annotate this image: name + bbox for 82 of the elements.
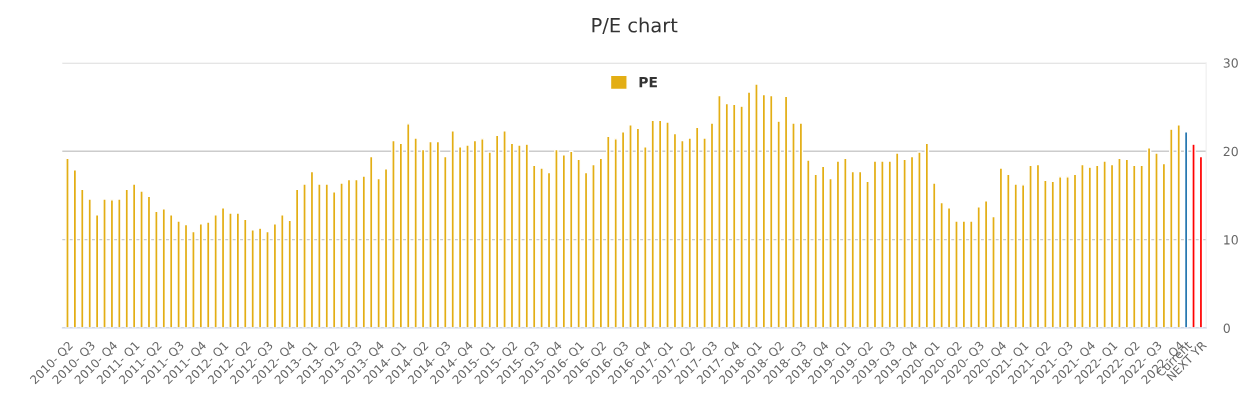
bar [339,182,344,329]
bar [1191,143,1196,329]
bar [1006,173,1011,329]
bar [191,230,196,329]
bar [480,138,485,329]
bar [1043,179,1048,329]
bar [769,94,774,329]
bar [554,148,559,329]
bar [954,220,959,329]
bar [450,130,455,329]
bar [828,177,833,329]
bar [680,139,685,329]
bar [376,177,381,329]
y-tick-label: 30 [1223,58,1238,68]
bar [1065,176,1070,329]
bar [665,121,670,329]
bar [265,230,270,329]
bar [1028,164,1033,329]
bar [243,218,248,329]
bar [228,212,233,329]
bar [591,163,596,329]
bar [969,220,974,329]
bar [939,201,944,329]
bar [1102,160,1107,329]
bar [1013,183,1018,329]
bar [739,105,744,329]
bar [80,188,85,329]
bar [628,124,633,329]
bar [502,130,507,329]
bar [213,214,218,329]
bar [754,83,759,329]
bar [176,220,181,329]
bar [139,190,144,329]
bar [791,122,796,329]
bar [650,119,655,329]
bar [976,206,981,329]
bar [717,94,722,329]
bar [517,144,522,329]
bar [280,214,285,329]
bar [302,183,307,329]
bar [776,120,781,329]
bar [606,135,611,329]
bar [702,137,707,329]
bar [1139,164,1144,329]
y-tick-label: 20 [1223,146,1238,157]
bar [880,160,885,329]
bar [154,210,159,329]
bar [87,198,92,329]
bar [250,229,255,329]
bar [917,151,922,329]
y-tick-label: 10 [1224,235,1238,245]
bar [991,215,996,329]
bar [865,180,870,329]
bar [902,158,907,329]
bar [428,140,433,329]
bar [65,157,70,329]
bar [391,139,396,329]
legend-label: PE [639,77,657,88]
bar [813,173,818,329]
bar [643,146,648,329]
bar [406,123,411,329]
bar [613,138,618,329]
bar [806,159,811,329]
chart-title: P/E chart [592,17,678,35]
bar [443,155,448,329]
bar [117,198,122,329]
bar [1080,163,1085,329]
bar [102,198,107,329]
y-tick-label: 0 [1223,323,1230,333]
bar [1176,124,1181,329]
bar [843,157,848,329]
bar [413,137,418,329]
bar [317,183,322,329]
bar [1169,128,1174,329]
bar [539,167,544,329]
bar [1154,152,1159,329]
bar [287,219,292,329]
bar [1117,157,1122,329]
bar [576,158,581,329]
bar [354,178,359,329]
bar [465,144,470,329]
bar [1132,164,1137,329]
